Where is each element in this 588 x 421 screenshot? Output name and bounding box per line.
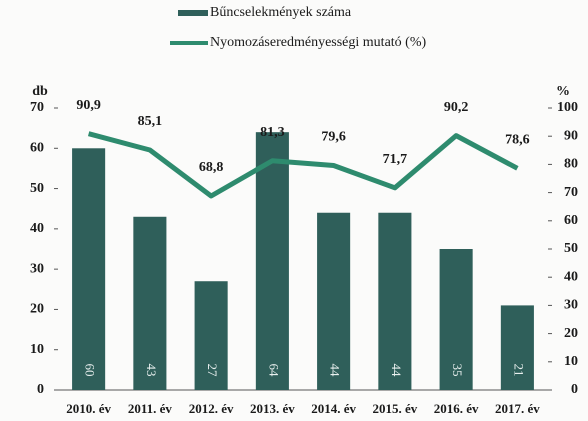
x-tick-label: 2010. év xyxy=(66,401,111,416)
y2-axis-label: % xyxy=(556,84,570,99)
x-tick-label: 2011. év xyxy=(128,401,173,416)
bar-value-label: 43 xyxy=(144,364,159,377)
y2-tick-label: 20 xyxy=(564,326,578,341)
y-tick-label: 0 xyxy=(37,382,44,397)
bar xyxy=(255,132,289,390)
x-tick-label: 2017. év xyxy=(495,401,540,416)
bar xyxy=(439,249,473,390)
x-tick-label: 2012. év xyxy=(189,401,234,416)
bar xyxy=(72,148,106,390)
x-tick-label: 2015. év xyxy=(372,401,417,416)
y-tick-label: 10 xyxy=(30,342,44,357)
bar xyxy=(378,212,412,390)
bar xyxy=(317,212,351,390)
y-tick-label: 50 xyxy=(30,181,44,196)
bar-value-label: 44 xyxy=(389,364,404,378)
x-tick-label: 2014. év xyxy=(311,401,356,416)
y2-tick-label: 90 xyxy=(564,128,578,143)
y-tick-label: 70 xyxy=(30,100,44,115)
y-tick-label: 60 xyxy=(30,141,44,156)
bar-value-label: 64 xyxy=(266,364,281,378)
y-tick-label: 30 xyxy=(30,261,44,276)
legend-label: Nyomozáseredményességi mutató (%) xyxy=(210,35,426,50)
y2-tick-label: 50 xyxy=(564,241,578,256)
y-tick-label: 20 xyxy=(30,302,44,317)
line-value-label: 71,7 xyxy=(383,152,408,167)
bar-value-label: 21 xyxy=(511,364,526,377)
y2-tick-label: 10 xyxy=(564,354,578,369)
bar-value-label: 35 xyxy=(450,364,465,377)
y2-tick-label: 60 xyxy=(564,213,578,228)
y2-tick-label: 0 xyxy=(571,382,578,397)
y2-tick-label: 70 xyxy=(564,185,578,200)
bar-value-label: 60 xyxy=(83,364,98,377)
y2-tick-label: 80 xyxy=(564,157,578,172)
y2-tick-label: 30 xyxy=(564,298,578,313)
line xyxy=(87,131,519,199)
bar xyxy=(194,281,228,390)
x-tick-label: 2016. év xyxy=(434,401,479,416)
line-value-label: 79,6 xyxy=(321,130,346,145)
line-value-label: 90,2 xyxy=(444,100,469,115)
x-tick-label: 2013. év xyxy=(250,401,295,416)
y-tick-label: 40 xyxy=(30,221,44,236)
line-value-label: 85,1 xyxy=(138,114,163,129)
line-value-label: 68,8 xyxy=(199,160,224,175)
bar-value-label: 27 xyxy=(205,364,220,378)
y2-tick-label: 40 xyxy=(564,269,578,284)
legend-label: Bűncselekmények száma xyxy=(210,5,352,20)
line-value-label: 90,9 xyxy=(76,98,101,113)
y2-tick-label: 100 xyxy=(557,100,578,115)
bar xyxy=(500,305,534,390)
line-value-label: 81,3 xyxy=(260,125,285,140)
legend-swatch xyxy=(178,10,208,16)
bar-value-label: 44 xyxy=(328,364,343,378)
line-value-label: 78,6 xyxy=(505,133,530,148)
bar xyxy=(133,216,167,390)
y-axis-label: db xyxy=(32,84,48,99)
